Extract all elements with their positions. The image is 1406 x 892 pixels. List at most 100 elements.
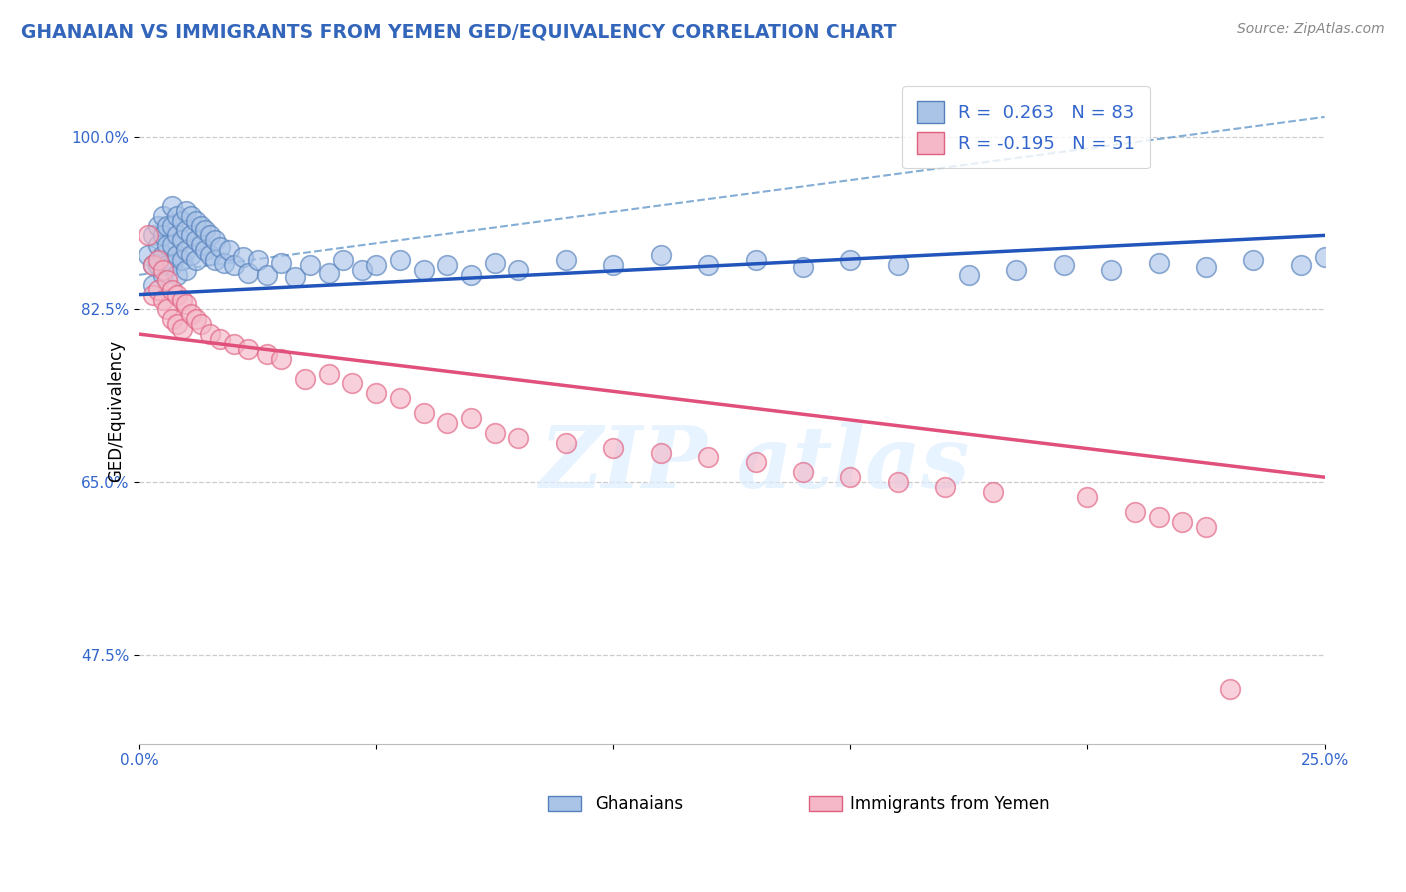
Point	[142, 277, 165, 292]
Point	[460, 268, 482, 282]
Point	[152, 263, 174, 277]
Point	[887, 475, 910, 490]
Point	[152, 228, 174, 243]
Point	[160, 199, 183, 213]
Point	[232, 250, 254, 264]
Point	[744, 455, 766, 469]
Y-axis label: GED/Equivalency: GED/Equivalency	[107, 340, 125, 482]
Text: Source: ZipAtlas.com: Source: ZipAtlas.com	[1237, 22, 1385, 37]
Point	[146, 219, 169, 233]
Point	[138, 228, 160, 243]
Point	[194, 243, 217, 257]
Point	[166, 317, 188, 331]
Point	[298, 258, 321, 272]
Point	[839, 253, 862, 268]
Point	[152, 209, 174, 223]
Point	[256, 347, 278, 361]
Point	[484, 425, 506, 440]
Point	[957, 268, 980, 282]
Point	[160, 238, 183, 252]
Point	[332, 253, 354, 268]
Point	[697, 258, 720, 272]
Point	[156, 219, 179, 233]
Point	[166, 209, 188, 223]
Text: GHANAIAN VS IMMIGRANTS FROM YEMEN GED/EQUIVALENCY CORRELATION CHART: GHANAIAN VS IMMIGRANTS FROM YEMEN GED/EQ…	[21, 22, 897, 41]
Point	[1289, 258, 1312, 272]
Point	[180, 209, 202, 223]
Point	[194, 223, 217, 237]
Point	[436, 416, 458, 430]
Legend: R =  0.263   N = 83, R = -0.195   N = 51: R = 0.263 N = 83, R = -0.195 N = 51	[903, 87, 1150, 169]
Point	[170, 253, 193, 268]
Point	[246, 253, 269, 268]
Point	[1147, 256, 1170, 270]
Point	[176, 297, 198, 311]
Point	[650, 248, 672, 262]
Point	[1076, 490, 1098, 504]
Point	[508, 431, 530, 445]
Point	[176, 263, 198, 277]
Point	[156, 302, 179, 317]
Point	[160, 219, 183, 233]
Point	[222, 337, 245, 351]
Point	[1195, 260, 1218, 274]
Point	[412, 406, 434, 420]
Point	[342, 376, 364, 391]
Point	[142, 287, 165, 301]
Point	[1171, 515, 1194, 529]
Point	[554, 253, 576, 268]
Point	[1243, 253, 1265, 268]
Point	[170, 213, 193, 227]
Point	[190, 219, 212, 233]
Point	[152, 248, 174, 262]
Point	[388, 253, 411, 268]
Point	[270, 256, 292, 270]
Point	[198, 248, 221, 262]
Point	[436, 258, 458, 272]
Point	[160, 258, 183, 272]
Point	[236, 266, 259, 280]
Text: ZIP atlas: ZIP atlas	[540, 422, 970, 506]
Point	[222, 258, 245, 272]
Point	[180, 248, 202, 262]
Point	[184, 312, 207, 326]
Point	[204, 233, 226, 247]
Point	[152, 268, 174, 282]
Point	[160, 312, 183, 326]
Point	[744, 253, 766, 268]
Point	[294, 371, 316, 385]
Point	[156, 273, 179, 287]
Text: Immigrants from Yemen: Immigrants from Yemen	[851, 795, 1050, 813]
Point	[176, 243, 198, 257]
FancyBboxPatch shape	[548, 797, 581, 811]
Point	[208, 240, 231, 254]
Point	[170, 293, 193, 307]
Point	[1337, 256, 1360, 270]
Point	[170, 322, 193, 336]
Point	[236, 342, 259, 356]
Point	[650, 445, 672, 459]
Point	[198, 327, 221, 342]
Point	[460, 411, 482, 425]
Point	[166, 287, 188, 301]
Point	[152, 293, 174, 307]
Text: Ghanaians: Ghanaians	[596, 795, 683, 813]
Point	[166, 228, 188, 243]
Point	[318, 266, 340, 280]
Point	[176, 223, 198, 237]
Point	[198, 228, 221, 243]
Point	[138, 248, 160, 262]
Point	[887, 258, 910, 272]
Point	[170, 233, 193, 247]
Point	[218, 243, 240, 257]
Point	[146, 283, 169, 297]
Point	[792, 260, 814, 274]
Point	[350, 263, 373, 277]
Point	[1099, 263, 1122, 277]
Point	[166, 268, 188, 282]
Point	[180, 307, 202, 321]
Point	[364, 258, 387, 272]
Point	[484, 256, 506, 270]
Point	[554, 435, 576, 450]
Point	[204, 253, 226, 268]
